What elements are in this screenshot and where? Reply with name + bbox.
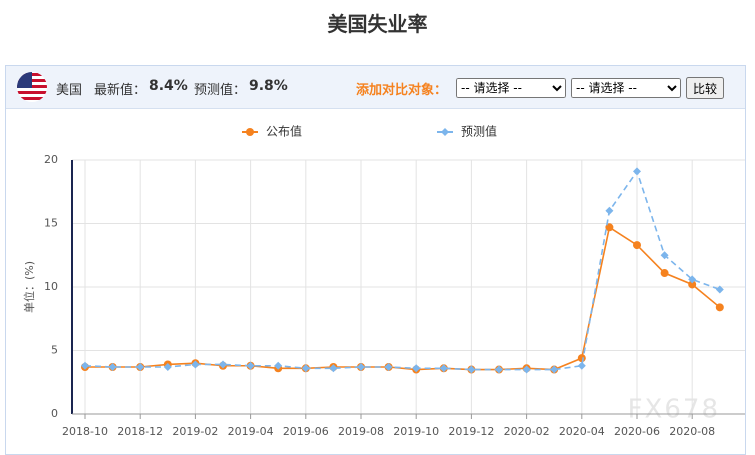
y-tick-label: 5 bbox=[51, 344, 58, 357]
marker bbox=[577, 354, 586, 363]
marker bbox=[219, 360, 227, 369]
latest-value: 8.4% bbox=[149, 78, 188, 94]
marker bbox=[191, 360, 200, 369]
page: 美国失业率 美国 最新值： 8.4% 预测值： 9.8% 添加对比对象： -- … bbox=[5, 12, 746, 455]
y-tick-label: 0 bbox=[51, 407, 58, 420]
select[interactable]: -- 请选择 -- bbox=[571, 78, 681, 98]
latest-label: 最新值： bbox=[94, 83, 147, 98]
marker bbox=[246, 361, 255, 370]
x-tick-label: 2019-10 bbox=[393, 425, 439, 438]
marker bbox=[329, 364, 338, 373]
marker bbox=[163, 363, 172, 372]
y-tick-label: 10 bbox=[44, 280, 58, 293]
y-tick-label: 15 bbox=[44, 217, 58, 230]
x-tick-label: 2019-06 bbox=[283, 425, 329, 438]
marker bbox=[577, 361, 586, 370]
marker bbox=[357, 363, 365, 372]
marker bbox=[467, 365, 476, 374]
marker bbox=[108, 363, 117, 372]
x-tick-label: 2019-04 bbox=[228, 425, 274, 438]
flag bbox=[17, 72, 47, 102]
marker bbox=[274, 361, 283, 370]
marker bbox=[550, 365, 559, 374]
marker bbox=[660, 251, 669, 260]
marker bbox=[715, 303, 724, 312]
x-tick-label: 2019-08 bbox=[338, 425, 384, 438]
series-line bbox=[84, 169, 721, 371]
marker bbox=[495, 365, 503, 374]
legend-marker bbox=[246, 128, 254, 136]
marker bbox=[688, 280, 697, 289]
watermark: FX678 bbox=[628, 395, 720, 425]
legend-label: 预测值 bbox=[461, 124, 497, 139]
marker bbox=[384, 363, 393, 372]
chart: FX678 0 5 10 15 20 2018-10 2018-12 2019-02 2019-0… bbox=[22, 124, 745, 438]
compare-button[interactable]: 比较 bbox=[686, 77, 725, 99]
marker bbox=[81, 361, 89, 370]
x-tick-label: 2020-04 bbox=[559, 425, 605, 438]
marker bbox=[439, 364, 448, 373]
x-tick-label: 2020-02 bbox=[504, 425, 550, 438]
y-axis-label: 单位：(%) bbox=[22, 261, 36, 313]
x-tick-label: 2019-02 bbox=[172, 425, 218, 438]
forecast-label: 预测值： bbox=[194, 83, 247, 98]
x-tick-label: 2018-12 bbox=[117, 425, 163, 438]
x-tick-label: 2019-12 bbox=[448, 425, 494, 438]
country: 美国 bbox=[56, 83, 83, 98]
x-tick-label: 2020-08 bbox=[669, 425, 715, 438]
compare-label: 添加对比对象： bbox=[356, 83, 448, 98]
forecast-value: 9.8% bbox=[249, 78, 288, 94]
legend-marker bbox=[441, 128, 449, 136]
header: 美国 最新值： 8.4% 预测值： 9.8% 添加对比对象： -- 请选择 --… bbox=[6, 66, 745, 109]
panel: 美国 最新值： 8.4% 预测值： 9.8% 添加对比对象： -- 请选择 --… bbox=[5, 65, 746, 455]
marker bbox=[688, 275, 697, 284]
legend-label: 公布值 bbox=[266, 124, 302, 139]
marker bbox=[660, 269, 669, 278]
page-title: 美国失业率 bbox=[327, 12, 428, 36]
marker bbox=[136, 363, 145, 372]
x-tick-label: 2020-06 bbox=[614, 425, 660, 438]
marker bbox=[522, 365, 531, 374]
marker bbox=[412, 364, 421, 373]
y-tick-label: 20 bbox=[44, 153, 58, 166]
series-line bbox=[85, 226, 721, 371]
marker bbox=[633, 167, 641, 176]
marker bbox=[715, 285, 724, 294]
marker bbox=[605, 206, 614, 215]
select[interactable]: -- 请选择 -- bbox=[456, 78, 566, 98]
x-tick-label: 2018-10 bbox=[62, 425, 108, 438]
marker bbox=[301, 364, 310, 373]
marker bbox=[633, 241, 641, 250]
